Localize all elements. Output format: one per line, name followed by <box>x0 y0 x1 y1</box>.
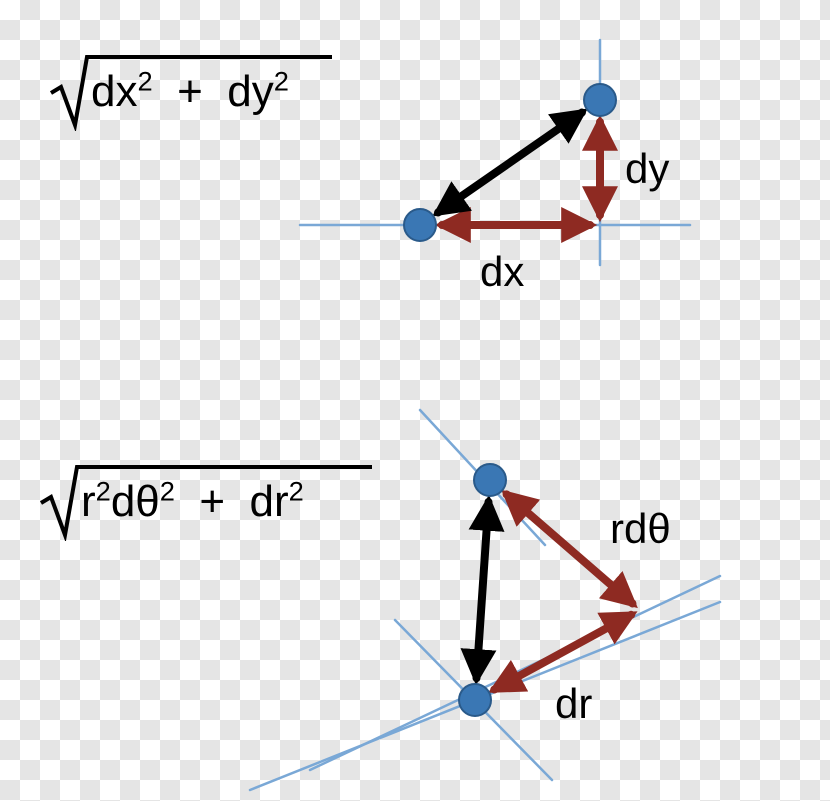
label-dr: dr <box>555 680 592 728</box>
arrow-hyp-bot <box>476 502 488 678</box>
label-dy: dy <box>625 145 669 193</box>
point-top-2 <box>584 84 616 116</box>
point-bot-1 <box>459 684 491 716</box>
formula-cartesian: dx2 + dy2 <box>55 65 289 117</box>
label-dx: dx <box>480 248 524 296</box>
point-bot-2 <box>474 464 506 496</box>
arrow-dr <box>494 615 631 690</box>
formula-polar: r2dθ2 + dr2 <box>45 475 304 527</box>
arrow-hyp-top <box>438 113 582 213</box>
label-rdth: rdθ <box>610 505 671 553</box>
point-top-1 <box>404 209 436 241</box>
